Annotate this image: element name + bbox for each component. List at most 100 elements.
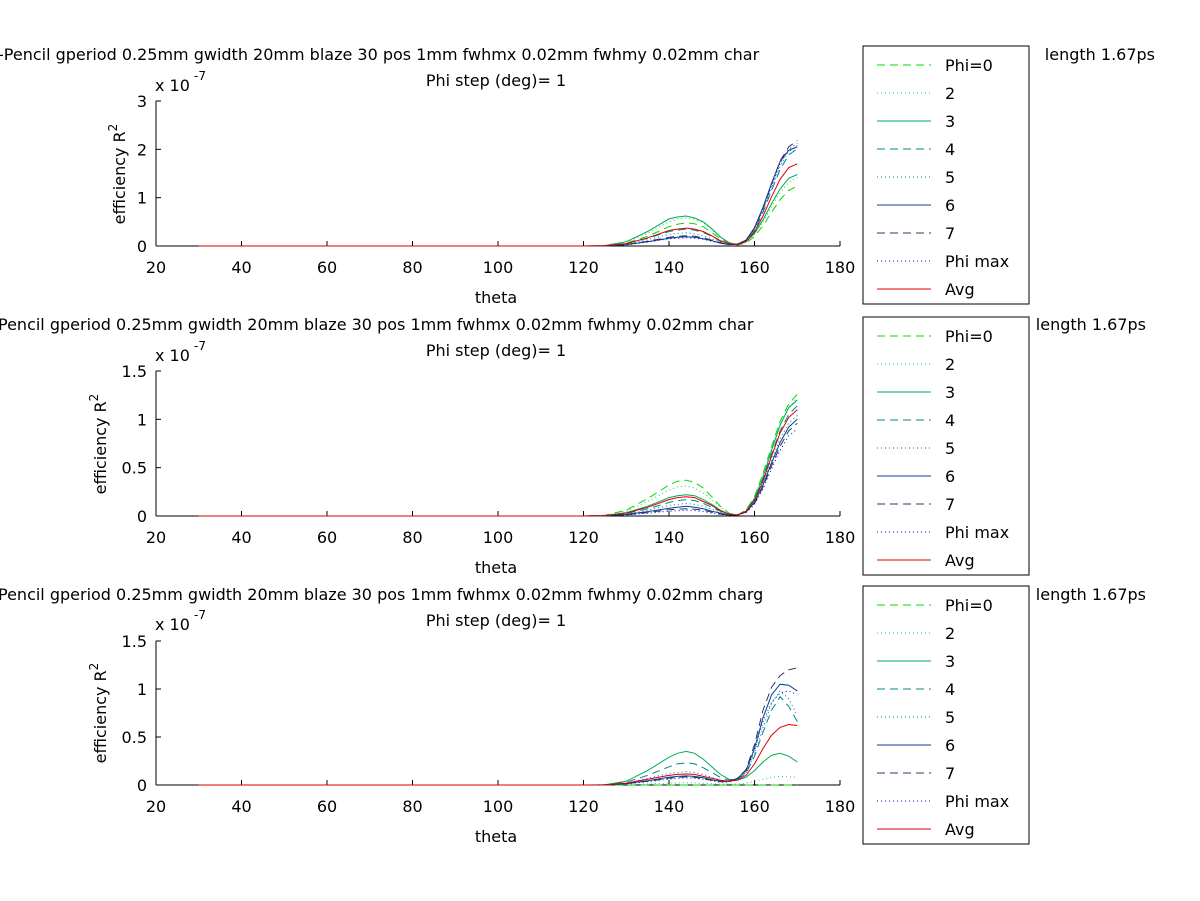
x-tick-label: 160 [739, 258, 770, 277]
series-line-5 [198, 415, 798, 517]
y-tick-label: 1 [137, 410, 147, 429]
x-tick-label: 100 [483, 528, 514, 547]
subplot-3: Pencil gperiod 0.25mm gwidth 20mm blaze … [0, 585, 1146, 846]
legend-box [862, 316, 1030, 576]
series-line-4 [198, 148, 798, 247]
subplot-3-lines [198, 667, 798, 786]
series-line-9 [198, 163, 798, 247]
subplot-1-title-left: -Pencil gperiod 0.25mm gwidth 20mm blaze… [0, 45, 760, 64]
subplot-3-legend: Phi=0 2 3 4 5 6 7 Phi max Avg [862, 585, 1030, 845]
legend-entry-label: Avg [945, 820, 975, 839]
x-tick-label: 120 [568, 528, 599, 547]
y-tick-label: 1 [137, 189, 147, 208]
x-tick-label: 40 [231, 797, 251, 816]
x-tick-label: 60 [317, 258, 337, 277]
x-tick-label: 20 [146, 797, 166, 816]
y-tick-label: 1 [137, 680, 147, 699]
legend-box [862, 45, 1030, 305]
legend-entry-label: 4 [945, 680, 955, 699]
x-tick-label: 80 [402, 258, 422, 277]
legend-entry-label: Phi max [945, 792, 1009, 811]
subplot-2-lines [198, 393, 798, 517]
subplot-1-exponent-power: -7 [194, 69, 206, 83]
legend-entry-label: 7 [945, 764, 955, 783]
legend-entry-label: 3 [945, 383, 955, 402]
x-tick-label: 180 [825, 797, 856, 816]
x-tick-label: 160 [739, 528, 770, 547]
subplot-2-exponent-base: x 10 [155, 346, 190, 365]
legend-entry-label: Phi max [945, 252, 1009, 271]
subplot-1-legend: Phi=0 2 3 4 5 6 7 Phi max Avg [862, 45, 1030, 305]
legend-entry-label: 3 [945, 652, 955, 671]
y-tick-label: 0.5 [122, 459, 147, 478]
legend-entry-label: 4 [945, 411, 955, 430]
x-tick-label: 140 [654, 797, 685, 816]
subplot-1-subtitle: Phi step (deg)= 1 [426, 71, 566, 90]
legend-entry-label: Phi=0 [945, 327, 993, 346]
series-line-1 [198, 185, 798, 247]
legend-entry-label: 4 [945, 140, 955, 159]
subplot-2-ylabel: efficiency R2 [87, 394, 110, 495]
x-tick-label: 180 [825, 528, 856, 547]
subplot-2-legend: Phi=0 2 3 4 5 6 7 Phi max Avg [862, 316, 1030, 576]
series-line-8 [198, 690, 798, 786]
x-tick-label: 140 [654, 258, 685, 277]
x-tick-label: 80 [402, 797, 422, 816]
series-line-5 [198, 690, 798, 786]
legend-entry-label: 5 [945, 439, 955, 458]
subplot-3-ylabel: efficiency R2 [87, 663, 110, 764]
subplot-1-exponent-base: x 10 [155, 76, 190, 95]
series-line-5 [198, 145, 798, 247]
legend-entry-label: 3 [945, 112, 955, 131]
series-line-6 [198, 146, 798, 247]
legend-entry-label: 5 [945, 708, 955, 727]
subplot-3-title-right: length 1.67ps [1036, 585, 1146, 604]
y-tick-label: 0 [137, 776, 147, 795]
legend-entry-label: Avg [945, 551, 975, 570]
series-line-9 [198, 723, 798, 786]
series-line-3 [198, 399, 798, 517]
subplot-2: Pencil gperiod 0.25mm gwidth 20mm blaze … [0, 315, 1146, 577]
y-tick-label: 1.5 [122, 632, 147, 651]
x-tick-label: 60 [317, 797, 337, 816]
y-tick-label: 3 [137, 92, 147, 111]
x-tick-label: 120 [568, 797, 599, 816]
legend-entry-label: 2 [945, 624, 955, 643]
subplot-3-title-left: Pencil gperiod 0.25mm gwidth 20mm blaze … [0, 585, 763, 604]
subplot-2-axes: 20 40 60 80 100 120 140 160 180 0 0.5 1 1.5 [122, 362, 856, 547]
legend-entry-label: 2 [945, 84, 955, 103]
subplot-2-exponent-power: -7 [194, 339, 206, 353]
y-tick-label: 1.5 [122, 362, 147, 381]
series-line-2 [198, 397, 798, 517]
legend-entry-label: Phi max [945, 523, 1009, 542]
x-tick-label: 80 [402, 528, 422, 547]
x-tick-label: 20 [146, 258, 166, 277]
series-line-1 [198, 393, 798, 517]
subplot-1-axes: 20 40 60 80 100 120 140 160 180 0 1 2 3 [137, 92, 855, 277]
series-line-9 [198, 409, 798, 517]
subplot-3-axes: 20 40 60 80 100 120 140 160 180 0 0.5 1 1.5 [122, 632, 856, 816]
x-tick-label: 100 [483, 797, 514, 816]
series-line-4 [198, 405, 798, 517]
y-tick-label: 2 [137, 140, 147, 159]
subplot-2-title-right: length 1.67ps [1036, 315, 1146, 334]
x-tick-label: 100 [483, 258, 514, 277]
subplot-3-xlabel: theta [475, 827, 517, 846]
x-tick-label: 140 [654, 528, 685, 547]
series-line-8 [198, 143, 798, 247]
legend-entry-label: 7 [945, 224, 955, 243]
y-tick-label: 0 [137, 507, 147, 526]
legend-entry-label: Avg [945, 280, 975, 299]
series-line-2 [198, 176, 798, 247]
legend-entry-label: Phi=0 [945, 56, 993, 75]
legend-entry-label: 5 [945, 168, 955, 187]
subplot-3-subtitle: Phi step (deg)= 1 [426, 611, 566, 630]
x-tick-label: 160 [739, 797, 770, 816]
y-tick-label: 0.5 [122, 728, 147, 747]
subplot-1-lines [198, 140, 798, 247]
subplot-3-exponent-base: x 10 [155, 615, 190, 634]
x-tick-label: 180 [825, 258, 856, 277]
subplot-2-subtitle: Phi step (deg)= 1 [426, 341, 566, 360]
subplot-1-ylabel: efficiency R2 [106, 124, 129, 225]
